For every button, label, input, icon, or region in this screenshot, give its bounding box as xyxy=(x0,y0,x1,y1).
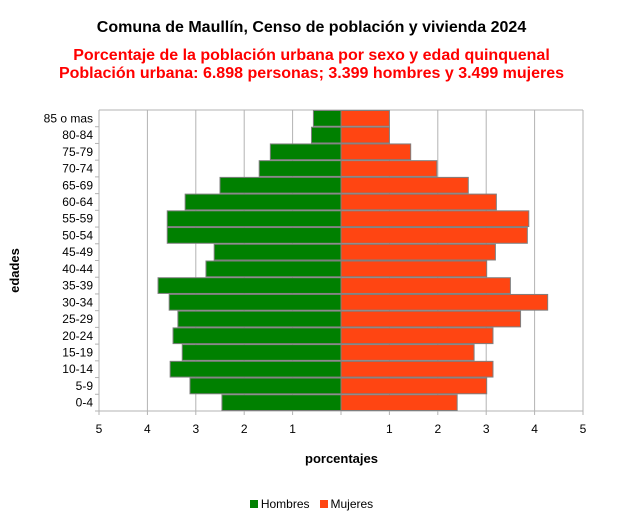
legend-label: Mujeres xyxy=(330,497,374,511)
y-tick-label: 5-9 xyxy=(76,379,94,393)
bar-mujeres xyxy=(340,210,530,228)
bar-hombres xyxy=(177,310,342,328)
bar-mujeres xyxy=(340,277,511,294)
bar-hombres xyxy=(310,126,342,144)
legend: Hombres Mujeres xyxy=(0,497,623,511)
bar-hombres xyxy=(166,210,342,228)
y-tick-label: 20-24 xyxy=(62,329,93,343)
bar-mujeres xyxy=(340,143,412,161)
y-tick-label: 60-64 xyxy=(62,195,93,209)
y-tick-label: 45-49 xyxy=(62,245,93,259)
bar-mujeres xyxy=(340,126,390,144)
bar-hombres xyxy=(169,360,342,378)
y-tick-label: 75-79 xyxy=(62,145,93,159)
bar-hombres xyxy=(258,160,342,177)
bar-mujeres xyxy=(340,110,390,127)
bar-hombres xyxy=(184,193,342,211)
bar-mujeres xyxy=(340,360,494,378)
chart-subtitle-2: Población urbana: 6.898 personas; 3.399 … xyxy=(58,65,565,82)
bar-mujeres xyxy=(340,344,475,361)
y-tick-label: 40-44 xyxy=(62,262,93,276)
y-tick-label: 85 o mas xyxy=(44,111,93,125)
x-tick-label: 3 xyxy=(483,422,490,436)
y-tick-label: 65-69 xyxy=(62,178,93,192)
bar-hombres xyxy=(205,260,342,278)
bar-mujeres xyxy=(340,293,549,311)
legend-swatch-mujeres xyxy=(319,500,328,508)
legend-item-hombres: Hombres xyxy=(249,497,310,511)
x-tick-label: 1 xyxy=(386,422,393,436)
y-tick-label: 10-14 xyxy=(62,362,93,376)
y-tick-label: 0-4 xyxy=(76,396,94,410)
bar-hombres xyxy=(219,176,342,194)
bar-hombres xyxy=(269,143,342,161)
bar-hombres xyxy=(221,394,342,411)
x-tick-label: 2 xyxy=(241,422,248,436)
y-axis-label: edades xyxy=(6,248,22,293)
y-tick-label: 35-39 xyxy=(62,279,93,293)
bar-mujeres xyxy=(340,394,458,411)
chart-title: Comuna de Maullín, Censo de población y … xyxy=(96,19,527,36)
bar-mujeres xyxy=(340,377,488,395)
x-tick-label: 1 xyxy=(289,422,296,436)
bar-mujeres xyxy=(340,243,496,261)
bar-hombres xyxy=(181,344,342,361)
y-tick-label: 15-19 xyxy=(62,345,93,359)
bar-hombres xyxy=(168,293,342,311)
y-tick-label: 55-59 xyxy=(62,212,93,226)
bar-mujeres xyxy=(340,193,497,211)
x-tick-label: 5 xyxy=(96,422,103,436)
y-tick-label: 80-84 xyxy=(62,128,93,142)
x-tick-label: 5 xyxy=(580,422,587,436)
bar-hombres xyxy=(312,110,342,127)
legend-item-mujeres: Mujeres xyxy=(319,497,374,511)
chart-subtitle-1: Porcentaje de la población urbana por se… xyxy=(73,47,550,64)
bar-mujeres xyxy=(340,310,522,328)
x-tick-label: 4 xyxy=(531,422,538,436)
y-tick-label: 70-74 xyxy=(62,162,93,176)
legend-label: Hombres xyxy=(260,497,310,511)
bar-hombres xyxy=(189,377,342,395)
bar-hombres xyxy=(157,277,342,294)
bar-hombres xyxy=(166,227,342,244)
y-tick-label: 25-29 xyxy=(62,312,93,326)
bar-mujeres xyxy=(340,176,469,194)
x-axis-label: porcentajes xyxy=(305,451,378,466)
bar-hombres xyxy=(213,243,342,261)
bar-mujeres xyxy=(340,327,494,345)
bar-mujeres xyxy=(340,227,528,244)
y-tick-label: 30-34 xyxy=(62,295,93,309)
bar-mujeres xyxy=(340,160,438,177)
x-tick-label: 2 xyxy=(434,422,441,436)
y-tick-label: 50-54 xyxy=(62,228,93,242)
legend-swatch-hombres xyxy=(249,500,258,508)
x-tick-label: 3 xyxy=(192,422,199,436)
bar-hombres xyxy=(172,327,342,345)
x-tick-label: 4 xyxy=(144,422,151,436)
bar-mujeres xyxy=(340,260,488,278)
